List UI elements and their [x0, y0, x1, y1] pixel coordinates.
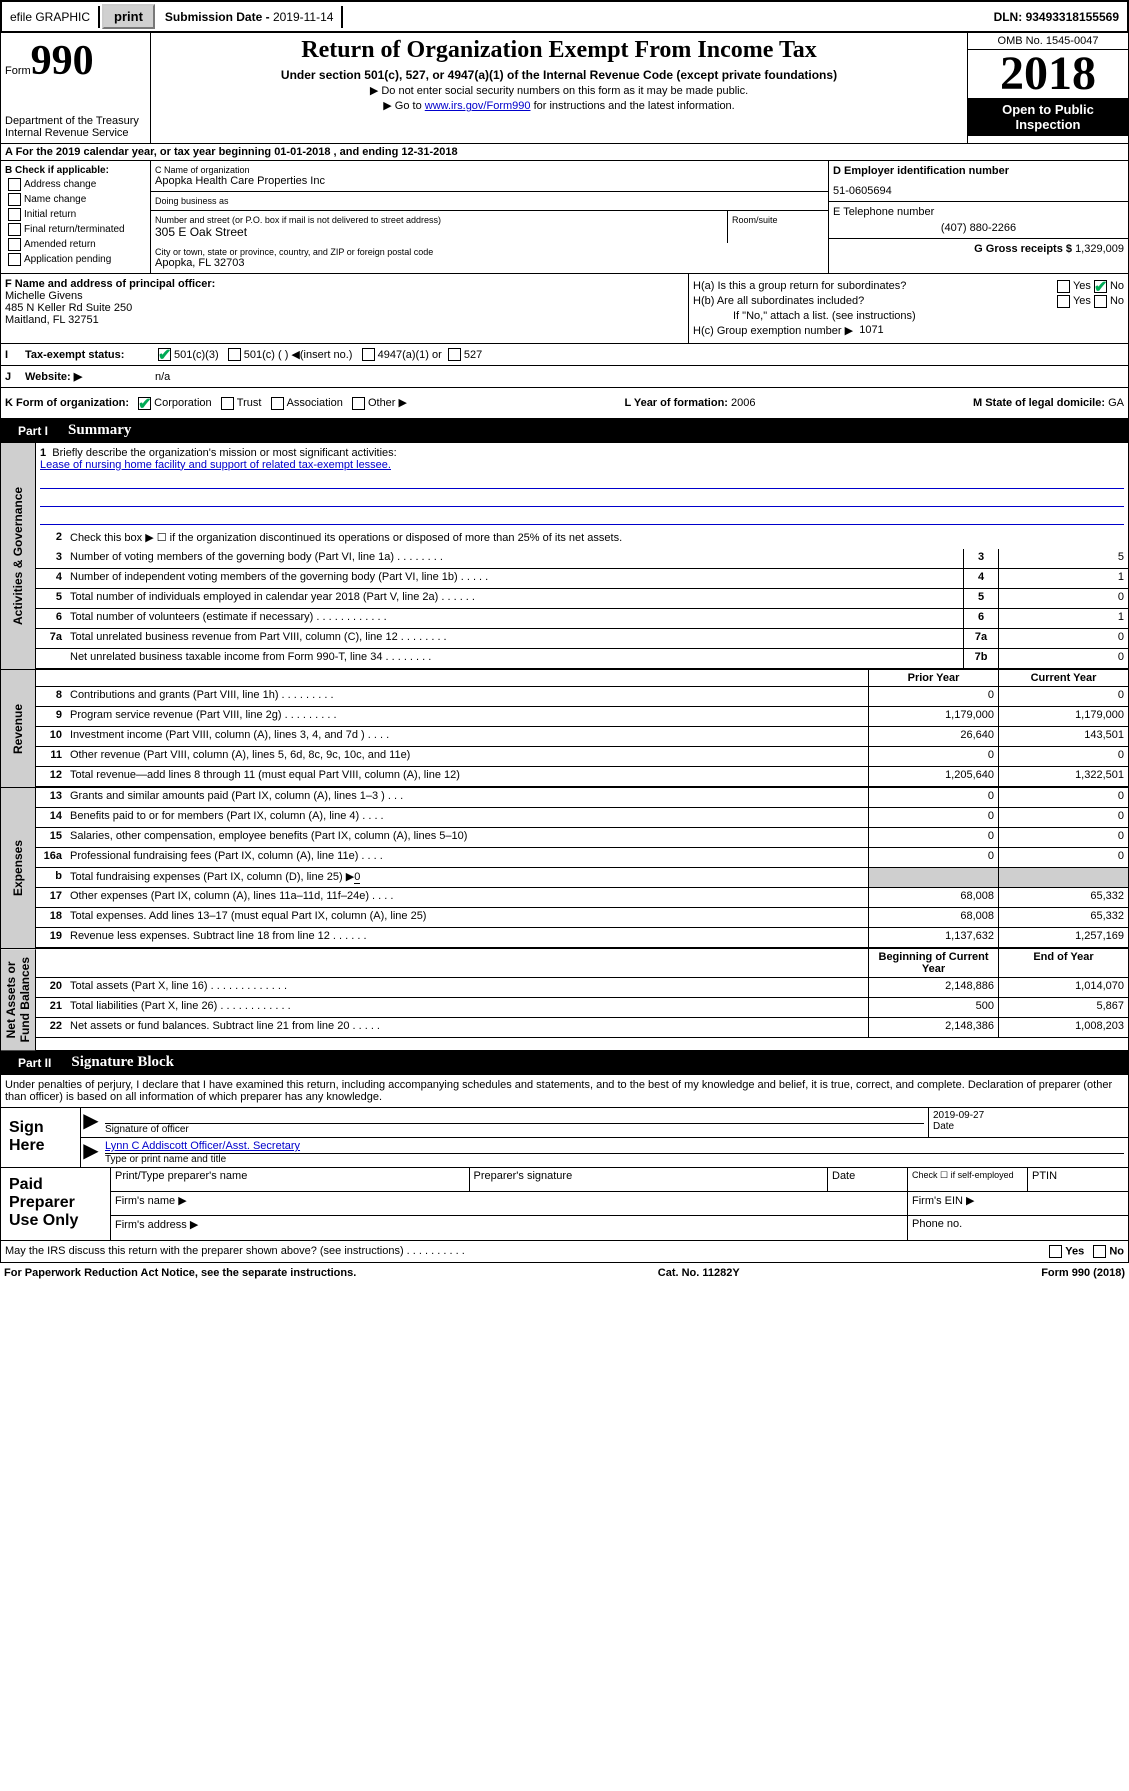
val-5: 0 [998, 589, 1128, 608]
ein: 51-0605694 [833, 185, 1124, 197]
perjury-text: Under penalties of perjury, I declare th… [0, 1075, 1129, 1108]
note-ssn: ▶ Do not enter social security numbers o… [155, 84, 963, 97]
col-h-group: H(a) Is this a group return for subordin… [688, 274, 1128, 343]
section-a-year: A For the 2019 calendar year, or tax yea… [0, 144, 1129, 161]
chk-initial[interactable]: Initial return [5, 208, 146, 221]
netassets-section: Net Assets or Fund Balances Beginning of… [0, 949, 1129, 1051]
chk-501c[interactable] [228, 348, 241, 361]
expenses-section: Expenses 13Grants and similar amounts pa… [0, 788, 1129, 949]
chk-amended[interactable]: Amended return [5, 238, 146, 251]
form-title: Return of Organization Exempt From Incom… [155, 37, 963, 64]
val-3: 5 [998, 549, 1128, 568]
discuss-row: May the IRS discuss this return with the… [0, 1241, 1129, 1263]
discuss-yes[interactable] [1049, 1245, 1062, 1258]
col-c-org: C Name of organizationApopka Health Care… [151, 161, 828, 273]
chk-trust[interactable] [221, 397, 234, 410]
chk-pending[interactable]: Application pending [5, 253, 146, 266]
open-public: Open to Public Inspection [968, 98, 1128, 136]
note-link: ▶ Go to www.irs.gov/Form990 for instruct… [155, 99, 963, 112]
val-7b: 0 [998, 649, 1128, 668]
col-de: D Employer identification number51-06056… [828, 161, 1128, 273]
officer-name: Lynn C Addiscott Officer/Asst. Secretary [105, 1140, 1124, 1154]
sign-date: 2019-09-27 [933, 1110, 1124, 1121]
form-number: Form990 [5, 37, 146, 85]
sign-here: Sign Here ▶ Signature of officer 2019-09… [0, 1108, 1129, 1168]
chk-address[interactable]: Address change [5, 178, 146, 191]
paid-preparer: Paid Preparer Use Only Print/Type prepar… [0, 1168, 1129, 1241]
activities-governance: Activities & Governance 1 Briefly descri… [0, 443, 1129, 670]
row-fh: F Name and address of principal officer:… [0, 274, 1129, 344]
chk-assoc[interactable] [271, 397, 284, 410]
form-subtitle: Under section 501(c), 527, or 4947(a)(1)… [155, 68, 963, 82]
discuss-no[interactable] [1093, 1245, 1106, 1258]
print-button[interactable]: print [102, 4, 155, 29]
korg-row: K Form of organization: Corporation Trus… [0, 388, 1129, 419]
val-4: 1 [998, 569, 1128, 588]
gross-receipts: 1,329,009 [1075, 243, 1124, 255]
principal-officer: F Name and address of principal officer:… [1, 274, 688, 343]
website-row: J Website: ▶ n/a [0, 366, 1129, 388]
state-domicile: GA [1108, 397, 1124, 409]
row-bcde: B Check if applicable: Address change Na… [0, 161, 1129, 274]
revenue-section: Revenue Prior YearCurrent Year 8Contribu… [0, 670, 1129, 788]
tax-exempt-row: I Tax-exempt status: 501(c)(3) 501(c) ( … [0, 344, 1129, 366]
chk-name[interactable]: Name change [5, 193, 146, 206]
submission-date: Submission Date - 2019-11-14 [157, 6, 344, 28]
val-6: 1 [998, 609, 1128, 628]
chk-4947[interactable] [362, 348, 375, 361]
street-address: 305 E Oak Street [155, 225, 723, 239]
part-ii-header: Part IISignature Block [0, 1051, 1129, 1075]
efile-label: efile GRAPHIC [2, 6, 100, 28]
city-state-zip: Apopka, FL 32703 [155, 257, 824, 269]
tax-year: 2018 [968, 50, 1128, 98]
chk-final[interactable]: Final return/terminated [5, 223, 146, 236]
footer: For Paperwork Reduction Act Notice, see … [0, 1263, 1129, 1283]
year-formation: 2006 [731, 397, 755, 409]
irs-link[interactable]: www.irs.gov/Form990 [425, 100, 531, 112]
col-b-checkboxes: B Check if applicable: Address change Na… [1, 161, 151, 273]
website-value: n/a [155, 371, 170, 383]
org-name: Apopka Health Care Properties Inc [155, 175, 824, 187]
val-7a: 0 [998, 629, 1128, 648]
chk-other[interactable] [352, 397, 365, 410]
mission-text: Lease of nursing home facility and suppo… [40, 459, 391, 471]
dln: DLN: 93493318155569 [986, 6, 1127, 28]
chk-527[interactable] [448, 348, 461, 361]
phone: (407) 880-2266 [833, 222, 1124, 234]
chk-501c3[interactable] [158, 348, 171, 361]
top-bar: efile GRAPHIC print Submission Date - 20… [0, 0, 1129, 33]
chk-corp[interactable] [138, 397, 151, 410]
dept-label: Department of the Treasury Internal Reve… [5, 115, 146, 139]
form-header: Form990 Department of the Treasury Inter… [0, 33, 1129, 144]
group-exemption: 1071 [859, 324, 883, 337]
part-i-header: Part ISummary [0, 419, 1129, 443]
